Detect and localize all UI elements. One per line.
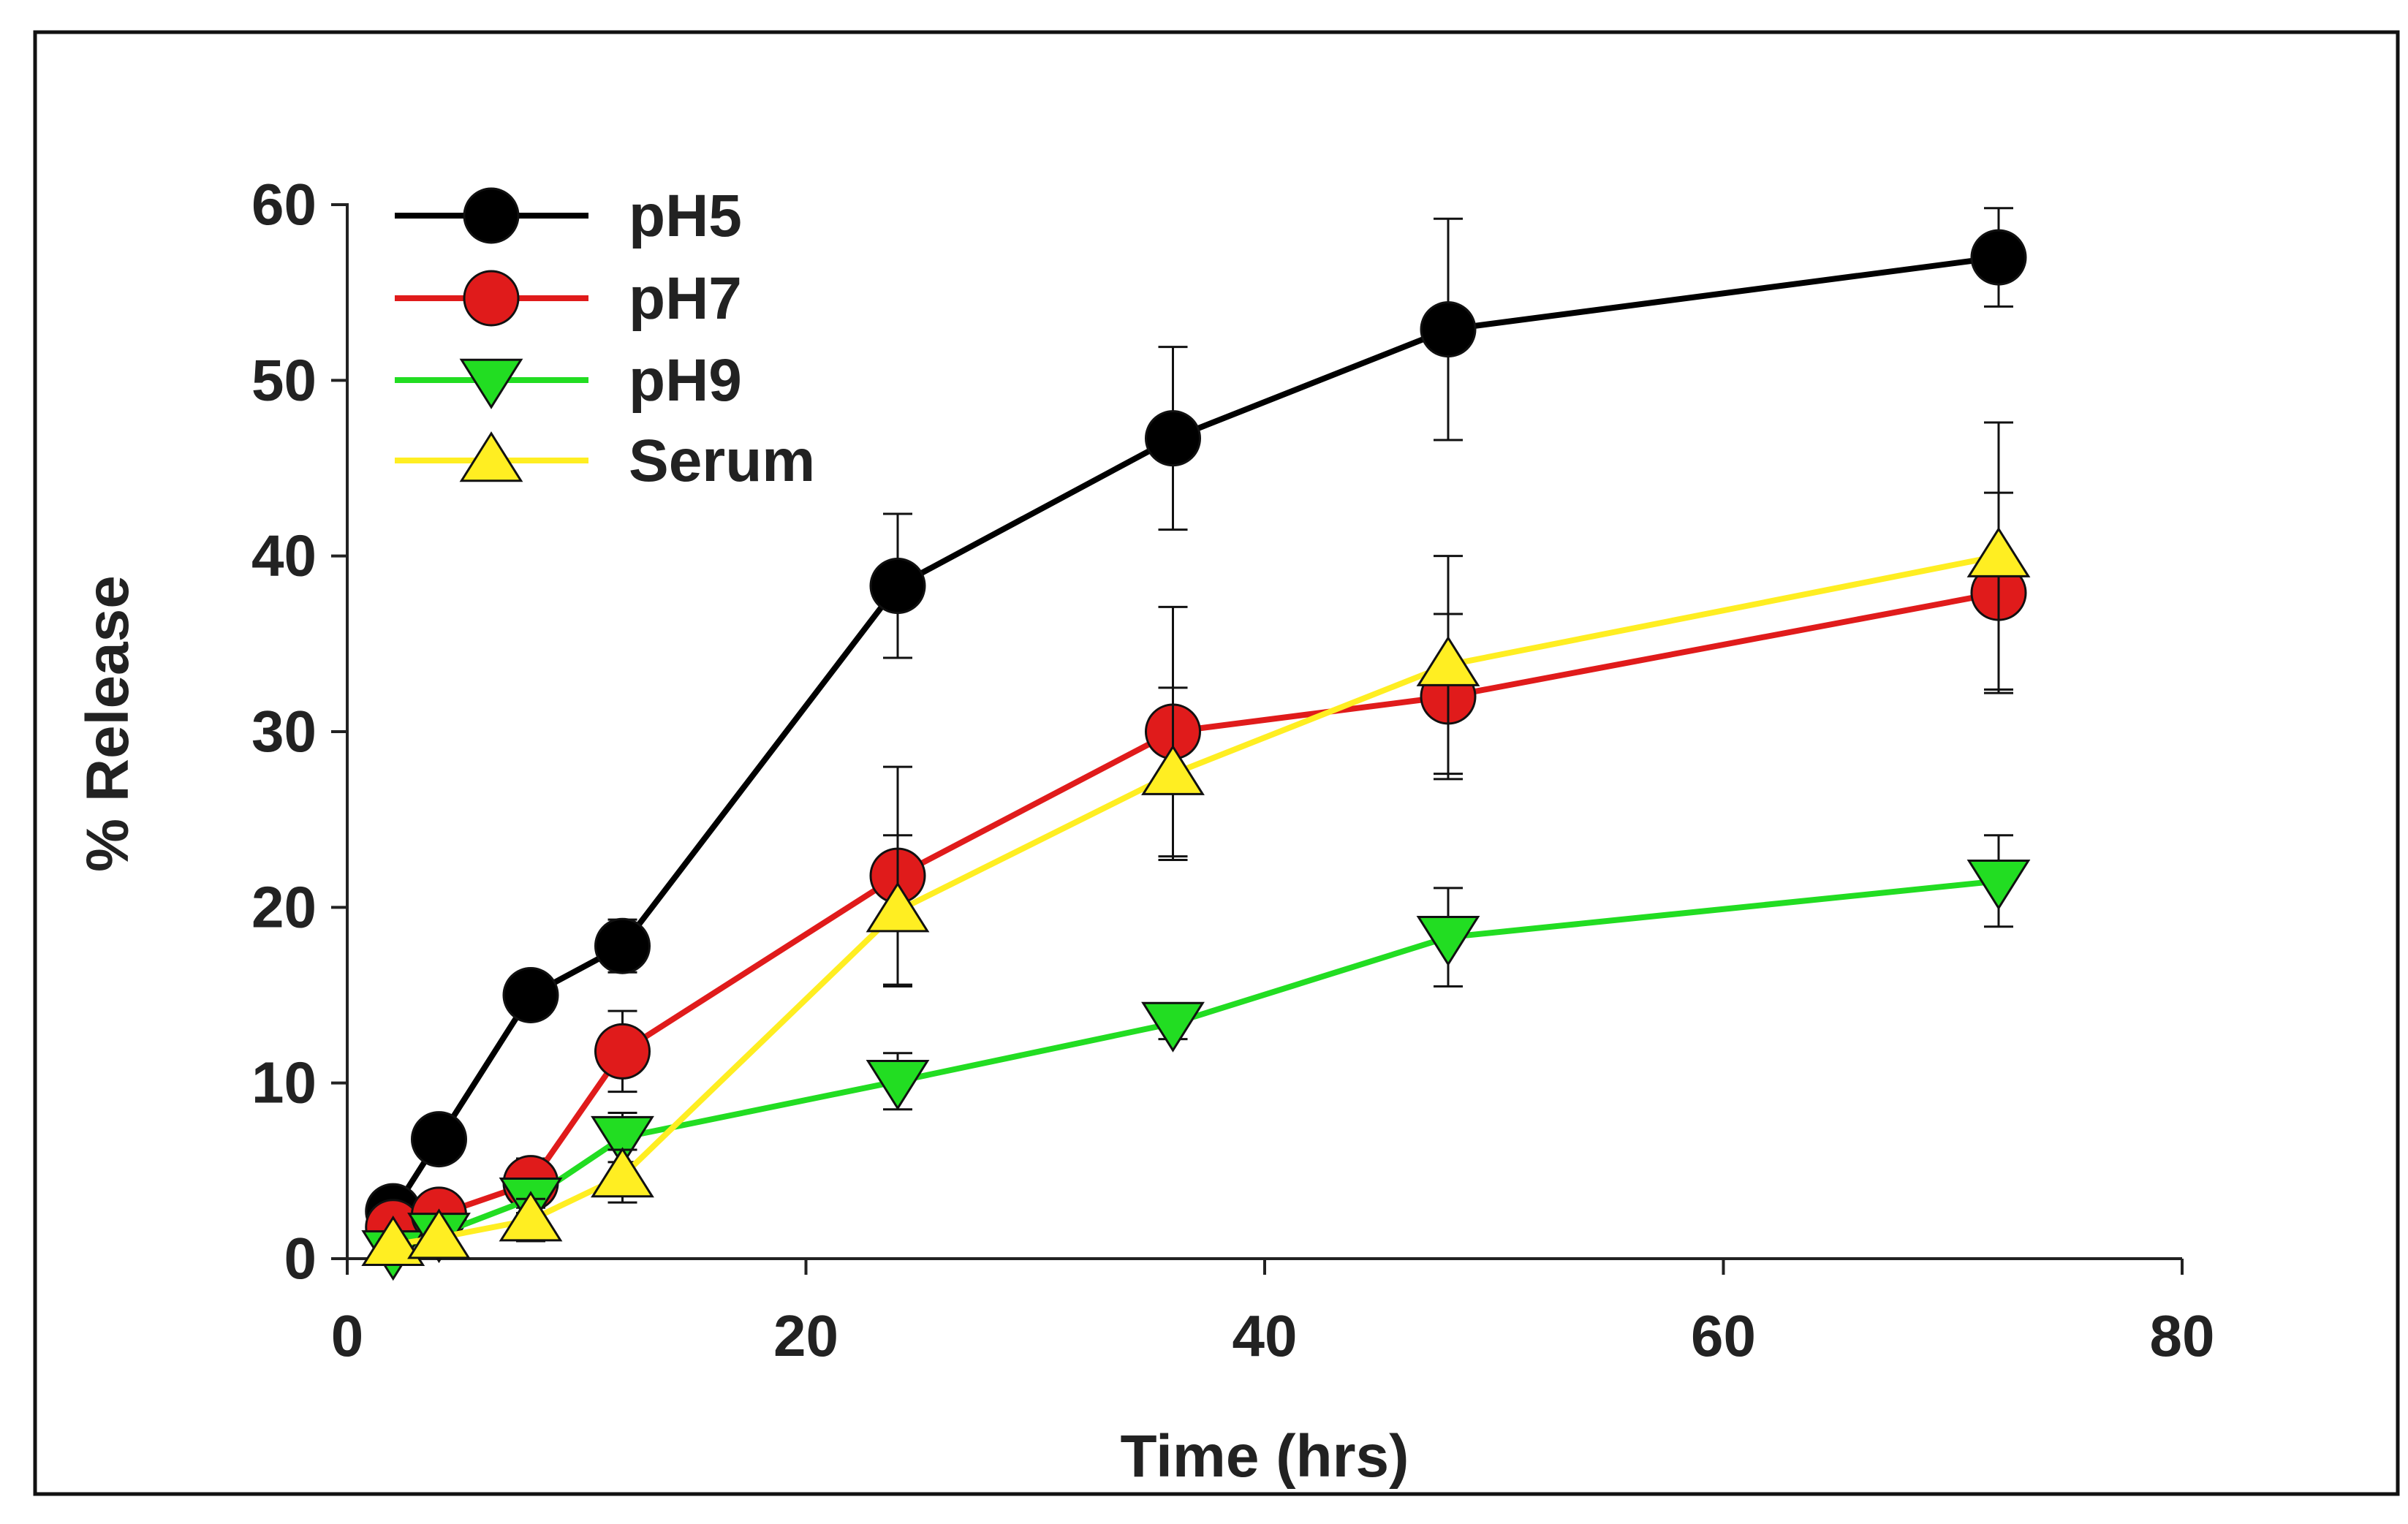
- legend-marker: [459, 358, 523, 409]
- series-ph5: [365, 207, 2027, 1240]
- data-point: [1970, 229, 2027, 286]
- y-tick-label: 60: [251, 172, 317, 237]
- legend-marker: [463, 270, 520, 327]
- legend-item-ph7: pH7: [395, 265, 742, 332]
- x-tick-label: 0: [331, 1303, 364, 1368]
- data-point: [1416, 915, 1480, 967]
- legend-label: pH9: [629, 347, 742, 414]
- series-group: [361, 207, 2031, 1281]
- data-point: [499, 1191, 563, 1242]
- y-tick-label: 50: [251, 347, 317, 412]
- data-point: [502, 967, 559, 1023]
- x-tick-label: 40: [1233, 1303, 1298, 1368]
- legend-label: Serum: [629, 428, 815, 494]
- y-tick-label: 10: [251, 1050, 317, 1115]
- legend-label: pH5: [629, 183, 742, 249]
- x-axis-title: Time (hrs): [1121, 1423, 1409, 1490]
- data-point: [594, 917, 651, 974]
- series-serum: [361, 421, 2031, 1267]
- legend-item-ph9: pH9: [395, 347, 742, 414]
- y-axis-title: % Release: [75, 575, 141, 872]
- data-point: [866, 1060, 930, 1111]
- legend: pH5 pH7 pH9 Serum: [395, 183, 815, 494]
- data-point: [1141, 744, 1205, 795]
- y-tick-label: 0: [284, 1226, 317, 1291]
- data-point: [594, 1023, 651, 1080]
- data-point: [411, 1111, 467, 1168]
- y-tick-label: 30: [251, 699, 317, 764]
- legend-marker: [463, 187, 520, 244]
- data-point: [869, 558, 926, 615]
- data-point: [591, 1115, 654, 1167]
- data-point: [1966, 526, 2031, 577]
- y-tick-label: 20: [251, 874, 317, 939]
- data-point: [1420, 301, 1477, 358]
- figure-frame: [33, 30, 2400, 1496]
- data-point: [1141, 1001, 1205, 1053]
- axes: 0 10 20 30 40 50 60 0 20 40 60 80: [251, 172, 2214, 1368]
- data-point: [591, 1147, 654, 1198]
- series-line: [390, 254, 1999, 1213]
- y-tick-label: 40: [251, 523, 317, 588]
- data-point: [361, 1215, 425, 1267]
- legend-label: pH7: [629, 265, 742, 332]
- data-point: [866, 882, 930, 933]
- data-point: [1416, 635, 1480, 686]
- data-point: [407, 1208, 471, 1259]
- data-point: [1145, 410, 1201, 467]
- x-tick-label: 20: [773, 1303, 838, 1368]
- x-tick-label: 80: [2150, 1303, 2215, 1368]
- legend-item-serum: Serum: [395, 428, 815, 494]
- legend-marker: [459, 431, 523, 482]
- x-tick-label: 60: [1691, 1303, 1756, 1368]
- data-point: [1966, 860, 2031, 911]
- legend-item-ph5: pH5: [395, 183, 742, 249]
